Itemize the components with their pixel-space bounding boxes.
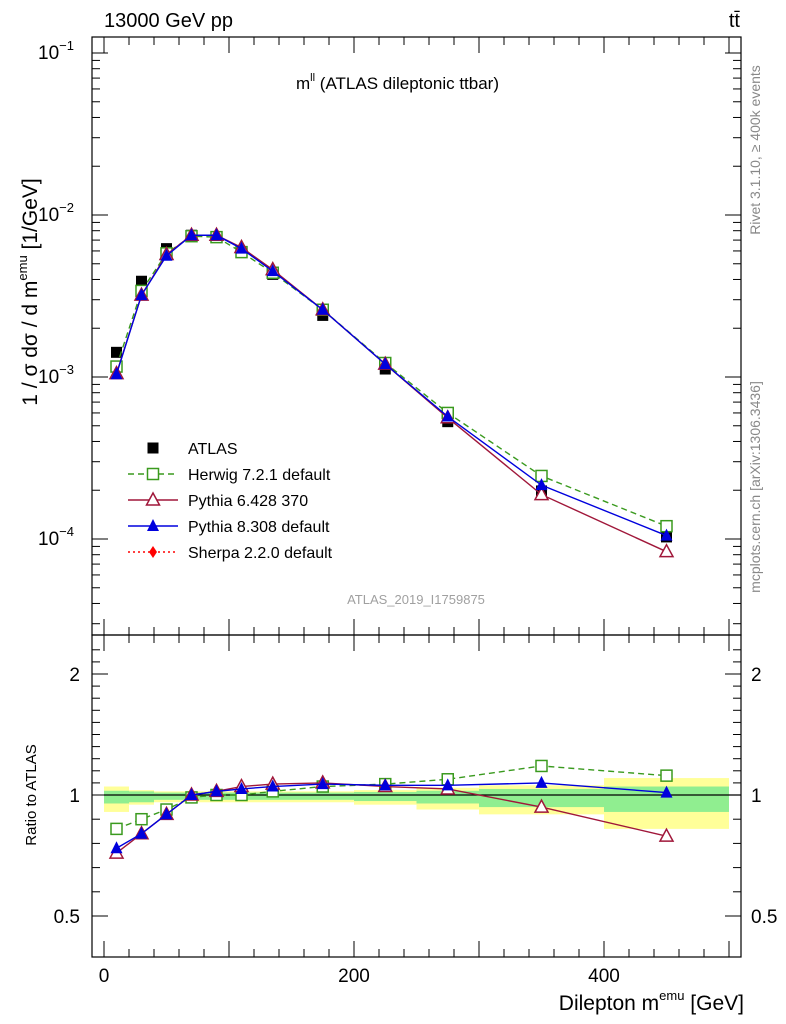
ratio-band-inner [354,791,417,802]
legend-marker-pythia6 [145,491,161,506]
x-tick-label: 200 [338,966,370,987]
main-y-axis-label: 1 / σ dσ / d memu [1/GeV] [15,178,42,405]
ratio-band-inner [154,792,354,800]
legend-item-pythia8: Pythia 8.308 default [128,519,330,536]
analysis-watermark: ATLAS_2019_I1759875 [347,592,485,607]
series-line-pythia8 [115,234,667,537]
data-point-pythia6 [658,543,675,558]
legend-marker-sherpa [149,546,157,558]
data-point-pythia8 [160,248,173,261]
ratio-panel: 0.5 0.5 1 1 2 2 0 200 400 Ratio to ATLAS Dilepto… [23,634,777,1015]
main-y-tick-label: 10−3 [38,362,74,388]
ratio-series-pythia8 [110,775,673,854]
ratio-uncertainty-band [104,778,729,829]
ratio-point-pythia8 [660,785,673,798]
ratio-y-axis-label: Ratio to ATLAS [23,744,40,845]
ratio-point-pythia8 [316,777,329,790]
ratio-point-herwig [110,822,123,836]
ratio-y-tick-label-right: 2 [751,665,762,686]
ratio-point-pythia8 [441,778,454,791]
data-point-pythia6 [533,486,550,501]
legend-item-atlas: ATLAS [147,441,238,458]
mcplots-side-label: mcplots.cern.ch [arXiv:1306.3436] [747,381,763,593]
data-point-pythia8 [316,302,329,315]
ratio-frame [91,634,742,958]
legend-label-pythia6: Pythia 6.428 370 [188,493,308,510]
data-point-pythia8 [441,409,454,422]
legend-label-herwig: Herwig 7.2.1 default [188,467,331,484]
ratio-point-pythia8 [185,788,198,800]
ratio-y-tick-label: 1 [69,786,80,807]
data-point-pythia8 [210,228,223,241]
data-point-pythia8 [235,241,248,254]
data-point-pythia8 [379,357,392,370]
legend-item-herwig: Herwig 7.2.1 default [128,467,331,484]
data-point-pythia8 [185,228,198,241]
ratio-point-pythia8 [110,841,123,854]
ratio-band-inner [416,790,479,804]
data-point-pythia8 [266,264,279,277]
data-point-pythia8 [535,478,548,491]
ratio-point-pythia8 [266,779,279,792]
x-tick-label: 0 [99,966,110,987]
ratio-point-pythia8 [535,775,548,788]
ratio-point-pythia8 [235,781,248,794]
main-axis-ticks: 10−1 10−2 10−3 10−4 [38,37,741,635]
main-series-layer [108,226,675,558]
ratio-band-inner [104,790,129,804]
ratio-point-pythia6 [533,798,550,813]
ratio-y-tick-label-right: 1 [751,786,762,807]
legend-label-pythia8: Pythia 8.308 default [188,519,330,536]
process-label: tt̄ [729,10,741,32]
x-tick-label: 400 [588,966,620,987]
rivet-side-label: Rivet 3.1.10, ≥ 400k events [747,65,763,235]
data-point-pythia8 [110,367,123,380]
main-y-tick-label: 10−1 [38,38,74,64]
ratio-point-herwig [660,769,673,782]
legend-marker-atlas [147,442,159,454]
ratio-point-herwig [135,812,148,826]
ratio-band-inner [479,788,604,808]
ratio-point-herwig [535,759,548,773]
energy-label: 13000 GeV pp [104,10,233,32]
legend-label-sherpa: Sherpa 2.2.0 default [188,545,333,562]
legend-marker-pythia8 [147,519,159,531]
series-herwig [110,229,673,533]
ratio-y-tick-label: 2 [69,665,80,686]
ratio-band-inner [129,791,154,803]
ratio-line-herwig [116,765,667,830]
ratio-y-tick-label: 0.5 [54,907,80,928]
ratio-point-pythia8 [160,807,173,820]
ratio-point-pythia8 [135,826,148,839]
main-panel: 10−1 10−2 10−3 10−4 mll (ATLAS dileptonic t… [15,36,742,636]
data-point-atlas [111,346,122,358]
legend-marker-herwig [146,467,160,481]
main-y-tick-label: 10−2 [38,200,74,226]
legend-label-atlas: ATLAS [188,441,238,458]
x-axis-label: Dilepton memu [GeV] [559,988,744,1015]
ratio-series-layer [108,759,675,859]
main-y-tick-label: 10−4 [38,524,74,550]
plot-title: mll (ATLAS dileptonic ttbar) [296,72,499,93]
legend-item-pythia6: Pythia 6.428 370 [128,491,308,510]
series-pythia8 [110,228,673,541]
ratio-y-tick-label-right: 0.5 [751,907,777,928]
ratio-point-pythia8 [210,784,223,797]
legend: ATLAS Herwig 7.2.1 default Pythia 6.428 37… [128,441,333,562]
ratio-point-pythia8 [379,778,392,791]
ratio-axis-ticks: 0.5 0.5 1 1 2 2 0 200 400 [54,635,777,987]
data-point-pythia8 [660,528,673,541]
legend-item-sherpa: Sherpa 2.2.0 default [128,545,333,562]
data-point-atlas [136,275,147,287]
ratio-point-pythia6 [658,827,675,842]
data-point-pythia8 [135,288,148,301]
